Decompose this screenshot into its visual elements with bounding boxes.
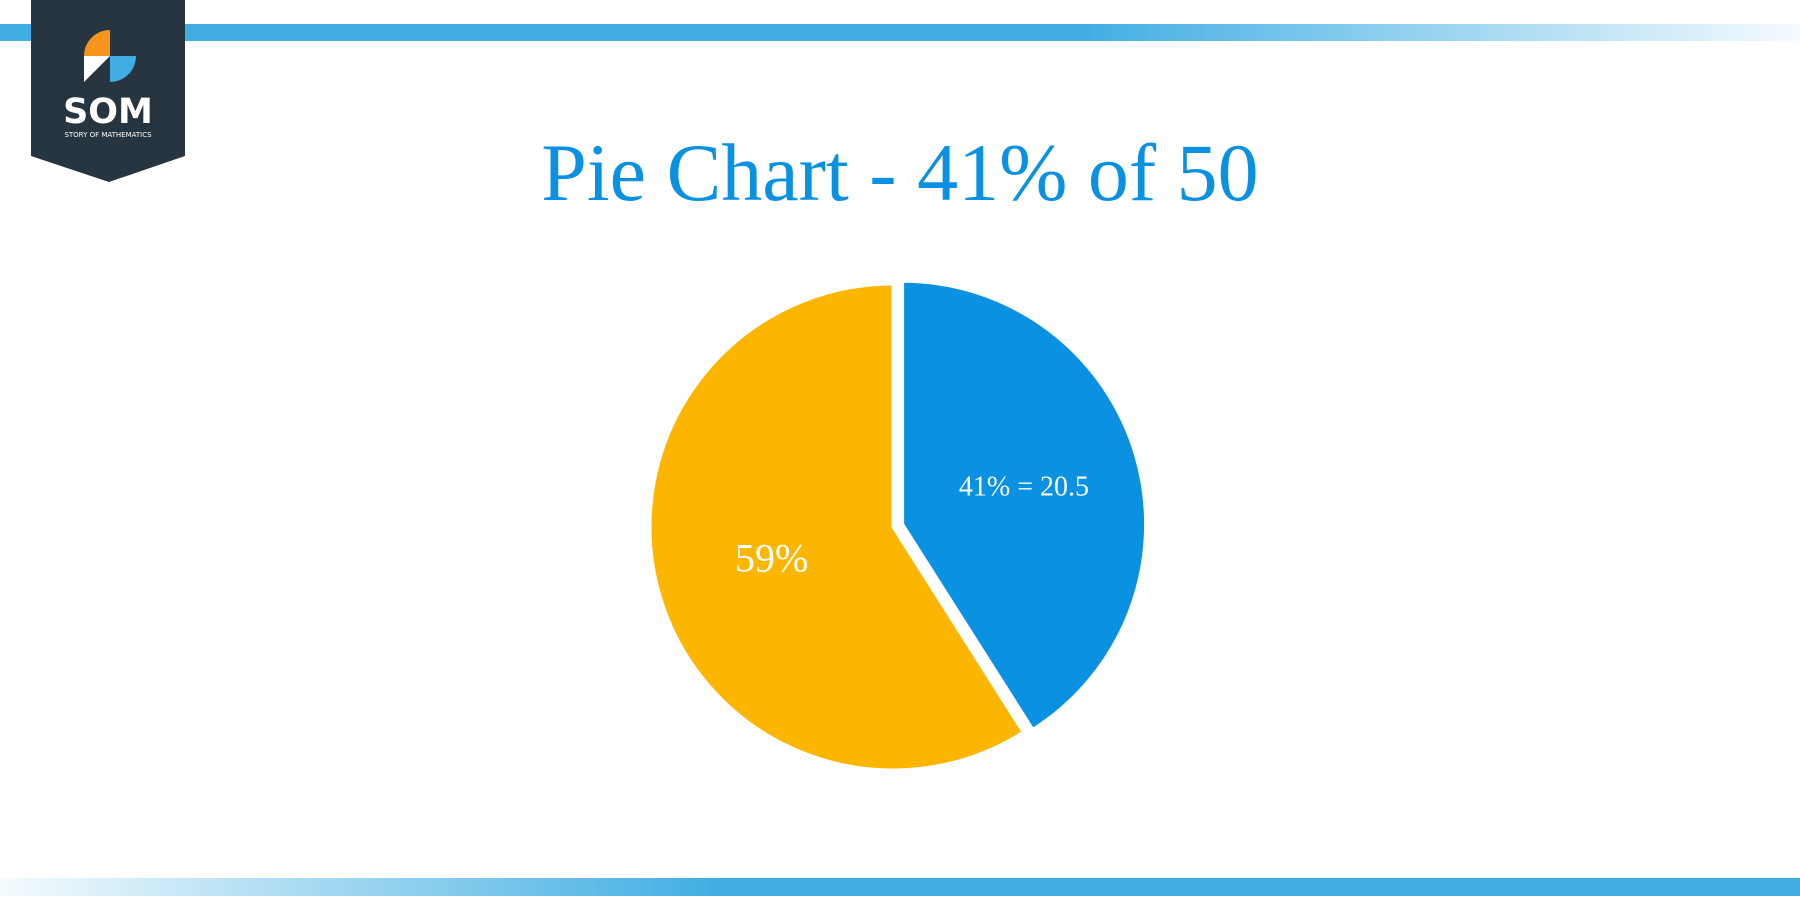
logo-badge: [31, 0, 185, 182]
pie-slice: [901, 279, 1148, 732]
chart-title: Pie Chart - 41% of 50: [541, 127, 1258, 218]
logo-icon: [110, 56, 136, 82]
pie-slice: [648, 282, 1026, 772]
logo-icon: [84, 30, 110, 56]
bottom-bar: [0, 878, 1800, 896]
data-label: 41% = 20.5: [959, 471, 1089, 502]
logo: SOM STORY OF MATHEMATICS: [31, 0, 185, 182]
logo-tagline: STORY OF MATHEMATICS: [64, 131, 152, 139]
logo-name: SOM: [63, 92, 153, 132]
logo-icon: [84, 56, 110, 82]
top-bar: [0, 24, 1800, 41]
data-label: 59%: [735, 535, 808, 580]
